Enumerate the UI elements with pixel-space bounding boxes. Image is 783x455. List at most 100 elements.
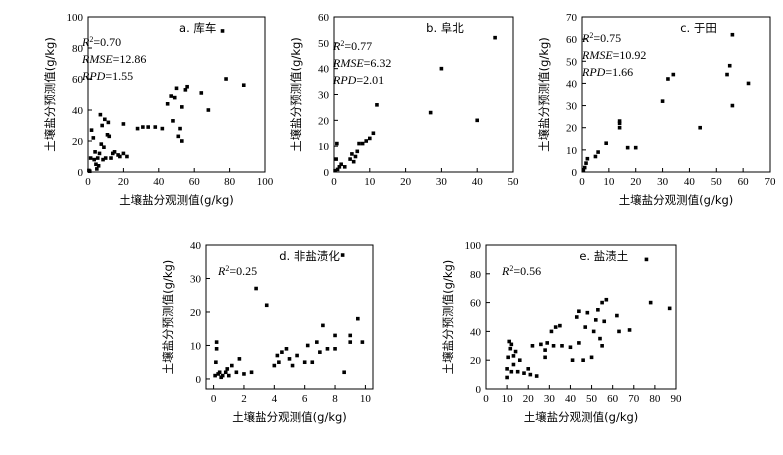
y-tick-label: 0 [476, 384, 482, 396]
data-point [507, 339, 512, 344]
y-tick-label: 70 [566, 12, 578, 24]
data-point [93, 150, 97, 154]
data-point [224, 77, 228, 81]
data-point [165, 102, 170, 106]
data-point [169, 94, 173, 98]
data-point [439, 66, 444, 71]
x-tick-label: 20 [118, 176, 130, 188]
data-point [746, 81, 751, 86]
y-tick-label: 80 [72, 43, 84, 55]
data-point [593, 318, 598, 322]
y-tick-label: 20 [470, 355, 482, 367]
data-point [730, 32, 735, 37]
x-axis-label: 土壤盐分观测值(g/kg) [232, 410, 347, 424]
x-tick-label: 80 [224, 176, 236, 188]
x-tick-label: 0 [579, 176, 585, 188]
data-point [517, 358, 522, 362]
y-axis-label: 土壤盐分预测值(g/kg) [441, 260, 455, 375]
data-point [92, 157, 96, 162]
data-point [333, 168, 337, 173]
data-point [600, 300, 604, 305]
data-point [585, 156, 590, 161]
data-point [560, 344, 564, 348]
data-point [95, 167, 99, 171]
stat-line: R2=0.77 [332, 39, 372, 54]
data-point [214, 360, 218, 365]
data-point [648, 300, 653, 305]
x-tick-label: 40 [153, 176, 165, 188]
data-point [315, 340, 319, 344]
data-point [337, 165, 342, 169]
y-tick-label: 10 [190, 340, 202, 352]
x-tick-label: 60 [189, 176, 201, 188]
y-tick-label: 20 [318, 115, 330, 127]
x-tick-label: 100 [257, 176, 274, 188]
x-tick-label: 0 [331, 176, 337, 188]
data-point [249, 370, 254, 375]
data-point [141, 125, 145, 129]
y-tick-label: 60 [72, 74, 84, 86]
x-axis-label: 土壤盐分观测值(g/kg) [524, 410, 639, 424]
data-point [348, 333, 353, 338]
data-point [305, 343, 310, 348]
x-tick-label: 10 [502, 393, 514, 405]
data-point [178, 126, 182, 131]
x-tick-label: 20 [630, 176, 642, 188]
data-point [254, 286, 258, 291]
plot-frame [581, 16, 771, 173]
data-point [506, 355, 510, 360]
data-point [596, 150, 600, 154]
data-point [287, 357, 292, 361]
data-point [146, 125, 150, 129]
x-tick-label: 70 [765, 176, 777, 188]
data-point [94, 162, 98, 167]
data-point [558, 323, 562, 328]
data-point [223, 370, 228, 375]
y-tick-label: 100 [67, 12, 84, 24]
data-point [176, 134, 181, 139]
data-point [577, 309, 581, 314]
data-point [617, 125, 622, 130]
data-point [335, 141, 339, 146]
data-point [505, 367, 509, 371]
data-point [615, 313, 619, 318]
data-point [214, 340, 219, 344]
data-point [153, 125, 158, 129]
data-point [295, 353, 299, 358]
plot-frame [485, 244, 677, 390]
data-point [617, 329, 621, 334]
stat-line: RPD=1.66 [581, 65, 633, 79]
data-point [118, 154, 122, 159]
y-tick-label: 40 [318, 64, 330, 76]
data-point [625, 145, 630, 150]
stat-line: R2=0.70 [81, 35, 121, 50]
data-point [534, 374, 539, 378]
data-point [528, 372, 533, 377]
data-point [272, 363, 277, 368]
data-point [333, 333, 337, 338]
y-tick-label: 30 [190, 273, 202, 285]
data-point [321, 323, 325, 328]
data-point [333, 347, 337, 351]
data-point [172, 95, 177, 100]
data-point [730, 103, 735, 108]
data-point [348, 157, 352, 161]
data-point [356, 316, 360, 321]
data-point [522, 371, 526, 375]
y-axis-label: 土壤盐分预测值(g/kg) [289, 37, 303, 152]
data-point [581, 358, 585, 362]
data-point [220, 373, 225, 378]
data-point [275, 353, 280, 358]
data-point [109, 156, 113, 160]
y-tick-label: 10 [318, 141, 330, 153]
y-tick-label: 80 [470, 269, 482, 281]
plot-frame [87, 16, 266, 173]
data-point [627, 328, 632, 332]
data-point [671, 72, 676, 77]
data-point [526, 367, 531, 371]
y-tick-label: 40 [470, 326, 482, 338]
data-point [593, 154, 598, 159]
data-point [234, 370, 239, 375]
data-point [302, 360, 307, 365]
data-point [101, 157, 105, 162]
